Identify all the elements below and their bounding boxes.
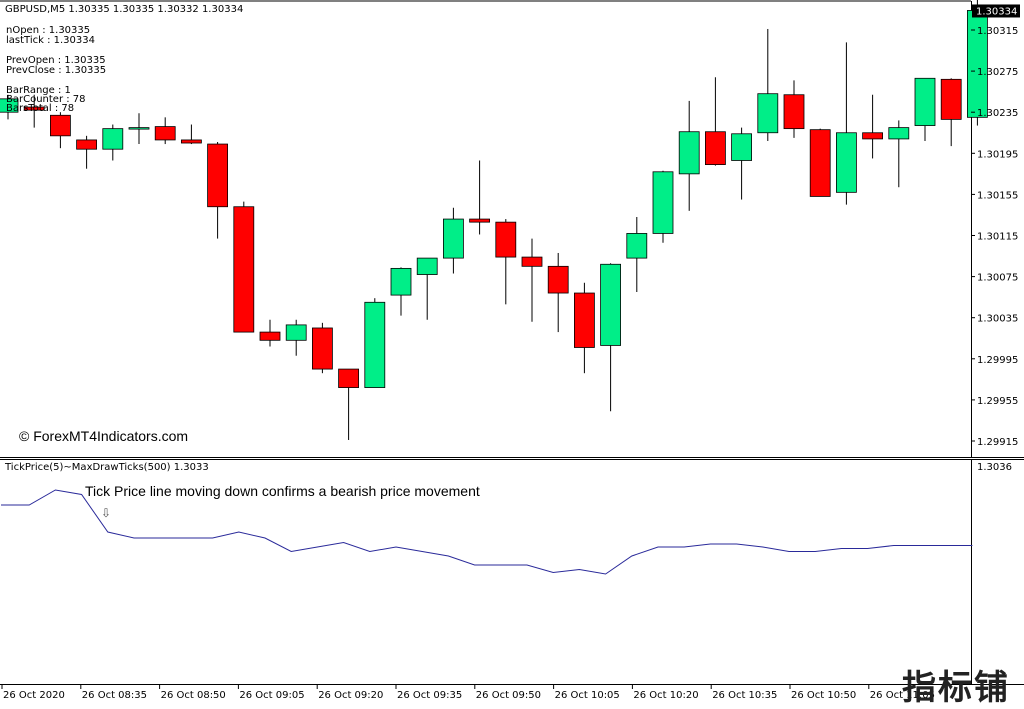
candle-bullish: [914, 77, 936, 126]
annotation-text: Tick Price line moving down confirms a b…: [85, 483, 480, 499]
candle-bearish: [862, 132, 883, 140]
info-prevclose: PrevClose : 1.30335: [6, 65, 107, 76]
time-tick-label: 26 Oct 10:05: [555, 690, 620, 701]
candle-bearish: [23, 106, 45, 111]
candle-bullish: [128, 127, 150, 130]
price-tick-label: 1.30075: [977, 273, 1018, 284]
time-tick-label: 26 Oct 09:05: [239, 690, 304, 701]
price-tick-label: 1.30155: [977, 190, 1018, 201]
indicator-header: TickPrice(5)~MaxDrawTicks(500) 1.3033: [5, 462, 209, 473]
time-tick-label: 26 Oct 09:50: [476, 690, 541, 701]
candle-bearish: [521, 256, 543, 267]
site-logo-watermark: 指标铺: [902, 668, 1010, 708]
symbol-header: GBPUSD,M5 1.30335 1.30335 1.30332 1.3033…: [5, 4, 244, 15]
candle-bullish: [390, 267, 412, 296]
candle-bullish: [626, 233, 648, 259]
candle-bearish: [207, 143, 229, 208]
current-price-tag: [972, 4, 1020, 18]
candle-bearish: [705, 131, 726, 166]
time-tick-label: 26 Oct 10:20: [633, 690, 698, 701]
time-tick-label: 26 Oct 09:35: [397, 690, 462, 701]
time-tick-label: 26 Oct 08:35: [82, 690, 147, 701]
candle-bullish: [757, 93, 779, 134]
indicator-pane-frame: [0, 459, 1024, 685]
candle-bearish: [50, 114, 71, 137]
price-tick-label: 1.29995: [977, 355, 1018, 366]
arrow-down-icon: ⇩: [101, 506, 112, 520]
candle-bearish: [547, 265, 569, 294]
candle-bearish: [574, 292, 595, 348]
info-barcounter: BarCounter : 78: [6, 94, 86, 105]
time-tick-label: 26 Oct 2020: [3, 690, 65, 701]
candle-bearish: [259, 331, 281, 341]
info-prevopen: PrevOpen : 1.30335: [6, 55, 106, 66]
candle-bullish: [0, 98, 19, 113]
candle-bullish: [836, 132, 857, 193]
candle-bearish: [940, 78, 962, 120]
candle-bullish: [416, 257, 438, 275]
candle-bullish: [678, 131, 700, 175]
candle-bearish: [495, 221, 517, 258]
candle-bearish: [809, 129, 831, 197]
current-price-label: 1.30334: [976, 6, 1017, 17]
time-tick-label: 26 Oct 10:35: [712, 690, 777, 701]
candles-layer: [0, 0, 988, 440]
price-tick-label: 1.30235: [977, 108, 1018, 119]
price-tick-label: 1.30195: [977, 149, 1018, 160]
candle-bearish: [233, 206, 255, 333]
candle-bearish: [76, 139, 97, 150]
info-barstotal: BarsTotal : 78: [6, 103, 75, 114]
time-tick-label: 26 Oct 08:50: [161, 690, 226, 701]
price-tick-label: 1.30315: [977, 26, 1018, 37]
candle-bullish: [888, 127, 910, 140]
tick-price-line-layer: 1.3036: [1, 462, 1012, 575]
candle-bullish: [102, 128, 124, 150]
indicator-tick-label: 1.3036: [977, 462, 1012, 473]
candle-bullish: [600, 263, 621, 346]
price-axis: 1.30315 1.30275 1.30235 1.30195 1.30155 1.301…: [971, 4, 1020, 448]
time-axis: 26 Oct 2020 26 Oct 08:35 26 Oct 08:50 26 Oc…: [1, 684, 935, 701]
watermark-text: © ForexMT4Indicators.com: [19, 428, 189, 444]
candle-bullish: [731, 133, 752, 161]
time-tick-label: 26 Oct 10:50: [791, 690, 856, 701]
time-tick-label: 26 Oct 11:05: [870, 690, 935, 701]
candle-bearish: [180, 139, 202, 144]
candle-bearish: [338, 368, 360, 388]
info-barrange: BarRange : 1: [6, 85, 71, 96]
candle-bullish: [285, 324, 307, 341]
candle-bullish: [364, 301, 386, 388]
candle-bearish: [154, 126, 176, 141]
price-tick-label: 1.30035: [977, 314, 1018, 325]
time-tick-label: 26 Oct 09:20: [318, 690, 383, 701]
candle-bearish: [469, 218, 491, 223]
price-tick-label: 1.30275: [977, 67, 1018, 78]
candle-bearish: [311, 327, 333, 370]
price-tick-label: 1.30115: [977, 232, 1018, 243]
candle-bullish: [652, 171, 674, 234]
candle-bearish: [783, 94, 805, 130]
info-lasttick: lastTick : 1.30334: [6, 35, 95, 46]
price-tick-label: 1.29915: [977, 437, 1018, 448]
price-tick-label: 1.29955: [977, 396, 1018, 407]
info-nopen: nOpen : 1.30335: [6, 25, 91, 36]
tick-price-line: [1, 489, 973, 575]
candle-bullish: [442, 218, 464, 259]
